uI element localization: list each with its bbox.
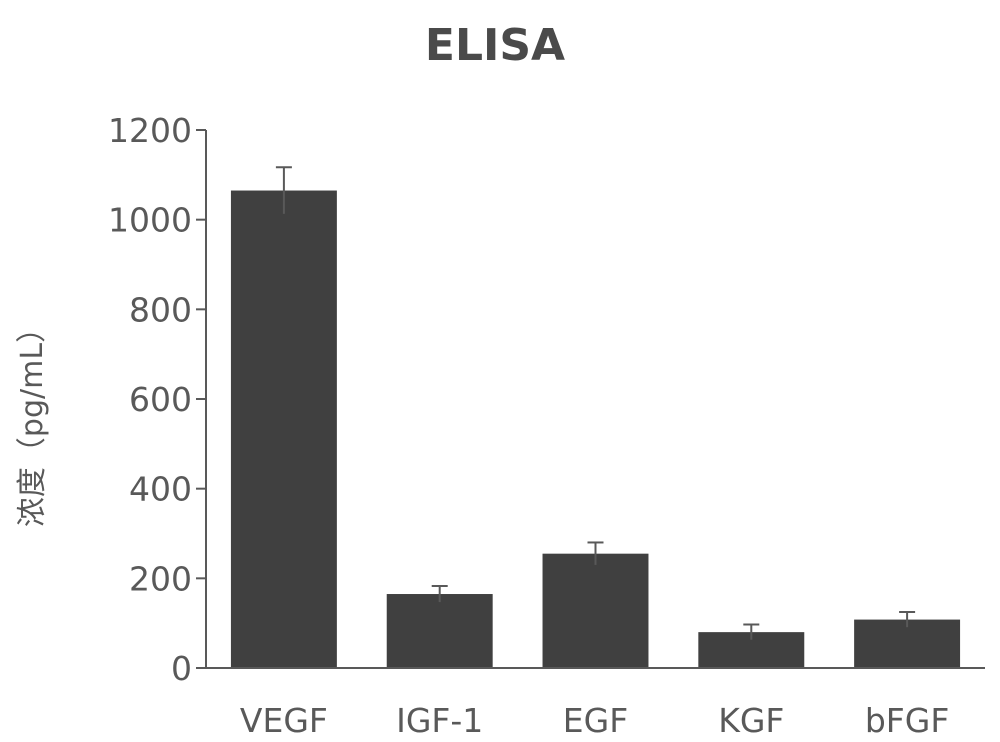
- y-tick-label: 400: [129, 470, 192, 509]
- error-bar-vegf: [275, 166, 292, 214]
- y-axis-label: 浓度（pg/mL）: [15, 313, 50, 527]
- bar-igf-1: [386, 594, 493, 668]
- y-tick-label: 800: [129, 290, 192, 329]
- x-tick-label: EGF: [563, 701, 628, 740]
- y-tick-label: 600: [129, 380, 192, 419]
- bar-egf: [542, 553, 649, 668]
- y-tick-label: 1200: [108, 111, 192, 150]
- x-axis: VEGF IGF-1 EGF KGF bFGF: [206, 667, 985, 740]
- error-bar-bfgf: [899, 610, 916, 628]
- error-bars-group: [275, 166, 916, 640]
- y-tick-label: 1000: [108, 201, 192, 240]
- error-bar-kgf: [743, 623, 760, 640]
- y-tick-label: 200: [129, 559, 192, 598]
- y-axis: 0 200 400 600 800 1000 1200: [108, 111, 207, 688]
- x-tick-label: IGF-1: [396, 701, 483, 740]
- error-bar-igf-1: [431, 584, 448, 603]
- error-bar-egf: [587, 541, 604, 565]
- y-tick-label: 0: [171, 649, 192, 688]
- x-tick-label: KGF: [718, 701, 784, 740]
- x-tick-label: bFGF: [865, 701, 949, 740]
- bar-vegf: [230, 190, 337, 668]
- bar-bfgf: [854, 619, 961, 668]
- chart-title: ELISA: [425, 20, 565, 71]
- bars-group: [230, 190, 961, 668]
- x-tick-label: VEGF: [240, 701, 328, 740]
